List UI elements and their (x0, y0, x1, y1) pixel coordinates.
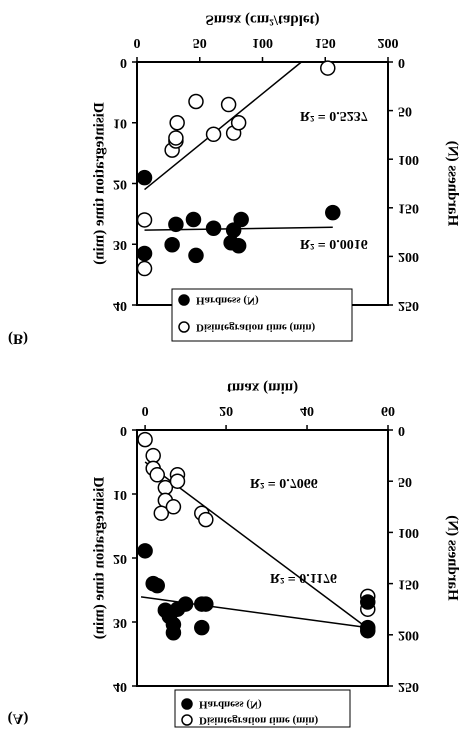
y2-tick-label: 150 (398, 201, 419, 216)
y2-axis-title: Hardness (N) (445, 515, 461, 600)
y-axis-title: Disintegration time (min) (91, 102, 107, 264)
point (233, 211, 249, 228)
x-axis-title: tmax (min) (227, 380, 298, 396)
point (136, 260, 153, 277)
y2-tick-label: 50 (398, 103, 412, 118)
point (198, 511, 214, 528)
point (169, 115, 185, 131)
point (205, 220, 222, 236)
y-tick-label: 40 (113, 298, 127, 313)
point (136, 245, 153, 262)
y2-tick-label: 200 (398, 628, 419, 643)
point (177, 596, 194, 612)
y-tick-label: 20 (113, 176, 127, 191)
point (225, 222, 242, 238)
point (137, 431, 153, 448)
y-tick-label: 10 (113, 487, 127, 502)
point (145, 447, 161, 464)
x-tick-label: 20 (219, 403, 233, 418)
point (188, 93, 204, 110)
point (198, 596, 214, 612)
y2-tick-label: 100 (398, 525, 419, 540)
legend-label: Hardness (N) (196, 294, 259, 306)
point (149, 577, 165, 594)
y2-tick-label: 100 (398, 152, 419, 167)
r2-label: R² = 0.5237 (300, 108, 368, 123)
y-tick-label: 30 (113, 615, 127, 630)
y-tick-label: 20 (113, 551, 127, 566)
point (165, 499, 182, 515)
point (153, 505, 170, 521)
legend-label: Hardness (N) (199, 698, 262, 710)
point (164, 236, 180, 253)
point (320, 60, 336, 76)
y2-tick-label: 200 (398, 249, 419, 264)
x-tick-label: 150 (315, 35, 336, 50)
y2-tick-label: 50 (398, 474, 412, 489)
y-axis-title: Disintegration time (min) (91, 477, 107, 639)
point (220, 96, 237, 113)
point (185, 211, 202, 228)
y2-tick-label: 250 (398, 298, 419, 313)
point (169, 473, 186, 489)
y-tick-label: 0 (120, 423, 127, 438)
y-tick-label: 40 (113, 679, 127, 694)
x-axis-title: Smax (cm²/tablet) (205, 12, 319, 28)
y2-tick-label: 0 (398, 55, 405, 70)
y2-axis-title: Hardness (N) (445, 141, 461, 226)
point (325, 204, 341, 221)
point (188, 247, 204, 264)
legend-box (171, 288, 353, 342)
y2-tick-label: 150 (398, 576, 419, 591)
r2-label: R² = 0.1176 (270, 570, 337, 585)
x-tick-label: 40 (300, 403, 314, 418)
x-tick-label: 200 (378, 35, 399, 50)
panel-label: (A) (8, 711, 29, 727)
trendline (144, 61, 302, 191)
y-tick-label: 10 (113, 116, 127, 131)
point (360, 594, 376, 610)
point (137, 543, 153, 559)
legend-label: Disintegration time (min) (196, 321, 315, 333)
point (149, 467, 165, 483)
r2-label: R² = 0.0016 (300, 236, 368, 251)
legend-marker (178, 321, 190, 333)
x-tick-label: 100 (252, 35, 273, 50)
point (168, 130, 184, 146)
x-tick-label: 60 (381, 403, 395, 418)
point (136, 169, 153, 186)
legend-label: Disintegration time (min) (199, 714, 318, 726)
point (136, 212, 153, 228)
y-tick-label: 30 (113, 237, 127, 252)
y2-tick-label: 250 (398, 679, 419, 694)
plot-frame (136, 61, 389, 306)
trendline (144, 461, 369, 630)
point (230, 115, 247, 131)
x-tick-label: 0 (142, 403, 149, 418)
y-tick-label: 0 (120, 55, 127, 70)
x-tick-label: 0 (134, 35, 141, 50)
legend-box (174, 689, 351, 728)
point (360, 619, 376, 636)
legend-marker (178, 294, 190, 306)
point (194, 619, 210, 636)
y2-tick-label: 0 (398, 423, 405, 438)
point (230, 237, 247, 254)
x-tick-label: 50 (193, 35, 207, 50)
point (168, 216, 184, 233)
legend-marker (181, 714, 193, 726)
legend-marker (181, 698, 193, 710)
r2-label: R² = 0.7066 (250, 475, 318, 490)
point (205, 126, 222, 143)
point (165, 625, 182, 641)
panel-label: (B) (8, 331, 28, 347)
